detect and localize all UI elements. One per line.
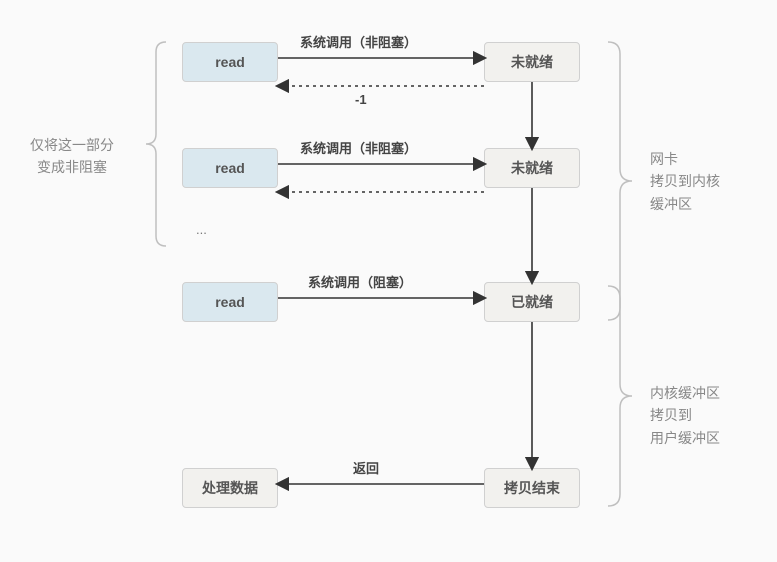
right-annotation-top: 网卡 拷贝到内核 缓冲区 — [650, 148, 720, 215]
edge-label-syscall-blk: 系统调用（阻塞） — [308, 272, 412, 291]
right-brace-top — [608, 42, 632, 320]
node-label: 未就绪 — [511, 158, 553, 178]
node-label: 拷贝结束 — [504, 478, 560, 498]
left-annotation-line2: 变成非阻塞 — [37, 159, 107, 175]
node-label: 已就绪 — [511, 292, 553, 312]
node-label: read — [215, 160, 245, 176]
left-annotation-line1: 仅将这一部分 — [30, 137, 114, 153]
right-bot-line1: 内核缓冲区 — [650, 385, 720, 401]
right-annotation-bottom: 内核缓冲区 拷贝到 用户缓冲区 — [650, 382, 720, 449]
left-annotation: 仅将这一部分 变成非阻塞 — [30, 134, 114, 179]
node-label: 未就绪 — [511, 52, 553, 72]
node-state-2: 未就绪 — [484, 148, 580, 188]
node-label: 处理数据 — [202, 478, 258, 498]
edge-label-return-neg1: -1 — [355, 92, 367, 107]
right-brace-bottom — [608, 286, 632, 506]
node-read-3: read — [182, 282, 278, 322]
node-state-3: 已就绪 — [484, 282, 580, 322]
node-label: read — [215, 54, 245, 70]
ellipsis: ... — [196, 222, 207, 237]
diagram-canvas: read 未就绪 read 未就绪 read 已就绪 处理数据 拷贝结束 ...… — [0, 0, 777, 562]
node-label: read — [215, 294, 245, 310]
edge-label-syscall-nb-1: 系统调用（非阻塞） — [300, 32, 417, 51]
edge-label-return: 返回 — [353, 458, 379, 477]
edge-label-syscall-nb-2: 系统调用（非阻塞） — [300, 138, 417, 157]
node-process: 处理数据 — [182, 468, 278, 508]
node-state-1: 未就绪 — [484, 42, 580, 82]
right-top-line2: 拷贝到内核 — [650, 173, 720, 189]
node-copy-end: 拷贝结束 — [484, 468, 580, 508]
left-brace — [146, 42, 166, 246]
right-bot-line2: 拷贝到 — [650, 407, 692, 423]
node-read-1: read — [182, 42, 278, 82]
right-top-line1: 网卡 — [650, 151, 678, 167]
right-top-line3: 缓冲区 — [650, 196, 692, 212]
right-bot-line3: 用户缓冲区 — [650, 430, 720, 446]
node-read-2: read — [182, 148, 278, 188]
